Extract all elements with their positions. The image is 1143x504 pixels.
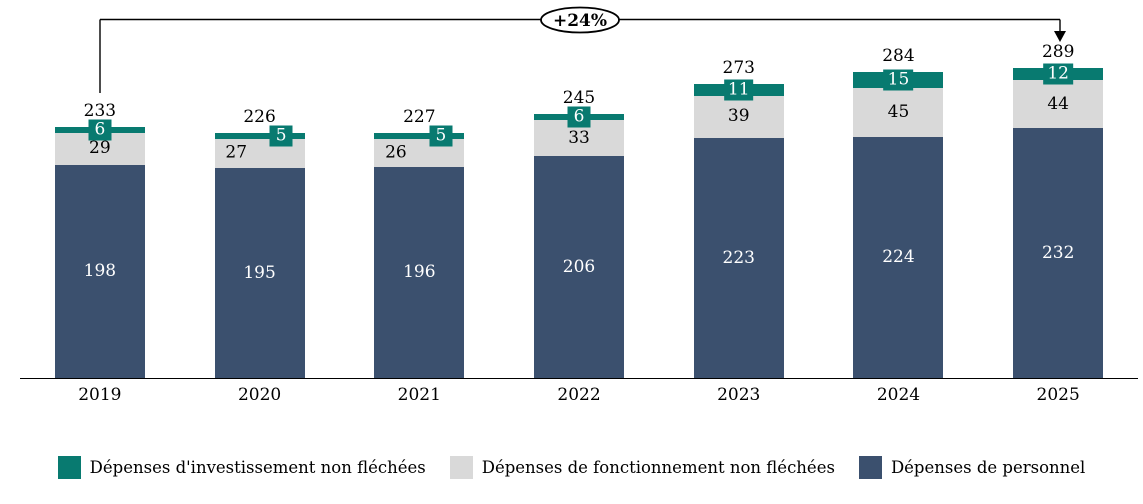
bar-2023: 11 39 223 <box>693 79 784 378</box>
segment-investissement: 6 <box>534 106 625 128</box>
segment-fonctionnement: 44 <box>1013 80 1104 128</box>
bar-2021: 5 26 196 <box>374 125 465 378</box>
legend-item-personnel: Dépenses de personnel <box>858 456 1086 479</box>
legend-item-investissement: Dépenses d'investissement non fléchées <box>57 456 426 479</box>
bar-2025: 12 44 232 <box>1013 63 1104 378</box>
x-tick-2021: 2021 <box>397 385 441 405</box>
segment-value-chip: 6 <box>567 106 591 128</box>
segment-value-chip: 15 <box>883 69 914 91</box>
segment-value: 26 <box>385 142 407 163</box>
legend: Dépenses d'investissement non fléchées D… <box>0 456 1143 479</box>
total-label: 227 <box>403 107 436 128</box>
segment-personnel: 206 <box>534 155 625 378</box>
segment-personnel: 196 <box>374 166 465 378</box>
segment-value-chip: 12 <box>1043 63 1073 85</box>
segment-value-chip: 11 <box>723 79 754 101</box>
segment-investissement: 12 <box>1013 63 1104 85</box>
segment-value: 196 <box>403 262 436 283</box>
segment-value: 198 <box>83 261 117 282</box>
legend-swatch-personnel <box>858 456 882 479</box>
bar-group-2019: 233 6 29 198 <box>20 0 180 378</box>
total-label: 284 <box>882 45 915 66</box>
segment-value: 33 <box>568 127 590 148</box>
total-label: 233 <box>83 100 117 121</box>
segment-value: 224 <box>882 247 915 268</box>
segment-fonctionnement: 39 <box>693 95 784 138</box>
segment-value-chip: 5 <box>429 125 453 147</box>
segment-investissement: 6 <box>54 119 145 141</box>
legend-swatch-fonctionnement <box>449 456 473 479</box>
total-label: 289 <box>1041 41 1075 62</box>
x-tick-2023: 2023 <box>717 385 761 405</box>
bar-2022: 6 33 206 <box>534 106 625 378</box>
segment-value: 45 <box>887 101 910 122</box>
total-label: 245 <box>562 87 596 108</box>
bar-group-2022: 245 6 33 206 <box>499 0 659 378</box>
segment-value: 39 <box>727 106 750 127</box>
bar-2019: 6 29 198 <box>54 119 145 378</box>
legend-swatch-investissement <box>57 456 81 479</box>
segment-investissement: 11 <box>693 79 784 101</box>
bar-group-2020: 226 5 27 195 <box>180 0 340 378</box>
segment-fonctionnement: 45 <box>853 88 944 137</box>
x-tick-2022: 2022 <box>557 385 601 405</box>
segment-value: 232 <box>1041 242 1075 263</box>
x-tick-2019: 2019 <box>78 385 122 405</box>
plot-area: 233 6 29 198 226 5 27 <box>20 0 1138 378</box>
legend-label: Dépenses de fonctionnement non fléchées <box>481 458 835 477</box>
total-label: 273 <box>722 57 755 78</box>
segment-value-chip: 6 <box>88 119 112 141</box>
segment-personnel: 198 <box>54 164 145 378</box>
segment-investissement: 5 <box>214 125 305 147</box>
bar-group-2021: 227 5 26 196 <box>339 0 499 378</box>
segment-value: 223 <box>722 247 755 268</box>
x-tick-2024: 2024 <box>876 385 921 405</box>
bar-2020: 5 27 195 <box>214 125 305 378</box>
bar-2024: 15 45 224 <box>853 69 944 378</box>
total-label: 226 <box>243 107 276 128</box>
bar-group-2024: 284 15 45 224 <box>819 0 979 378</box>
bar-group-2025: 289 12 44 232 <box>978 0 1138 378</box>
x-tick-2025: 2025 <box>1036 385 1080 405</box>
legend-label: Dépenses d'investissement non fléchées <box>89 458 426 477</box>
x-tick-2020: 2020 <box>237 385 282 405</box>
legend-label: Dépenses de personnel <box>890 458 1086 477</box>
segment-value-chip: 5 <box>269 125 293 147</box>
segment-value: 206 <box>562 256 596 277</box>
segment-value: 44 <box>1047 93 1069 114</box>
segment-personnel: 223 <box>693 137 784 378</box>
x-axis-line <box>20 378 1138 380</box>
segment-value: 27 <box>225 142 248 163</box>
segment-investissement: 5 <box>374 125 465 147</box>
segment-personnel: 195 <box>214 167 305 378</box>
segment-personnel: 232 <box>1013 127 1104 378</box>
segment-personnel: 224 <box>853 136 944 378</box>
segment-value: 195 <box>243 262 276 283</box>
segment-value: 29 <box>89 138 111 159</box>
legend-item-fonctionnement: Dépenses de fonctionnement non fléchées <box>449 456 835 479</box>
segment-investissement: 15 <box>853 69 944 91</box>
bar-group-2023: 273 11 39 223 <box>659 0 819 378</box>
x-axis-labels: 2019 2020 2021 2022 2023 2024 2025 <box>20 385 1138 405</box>
